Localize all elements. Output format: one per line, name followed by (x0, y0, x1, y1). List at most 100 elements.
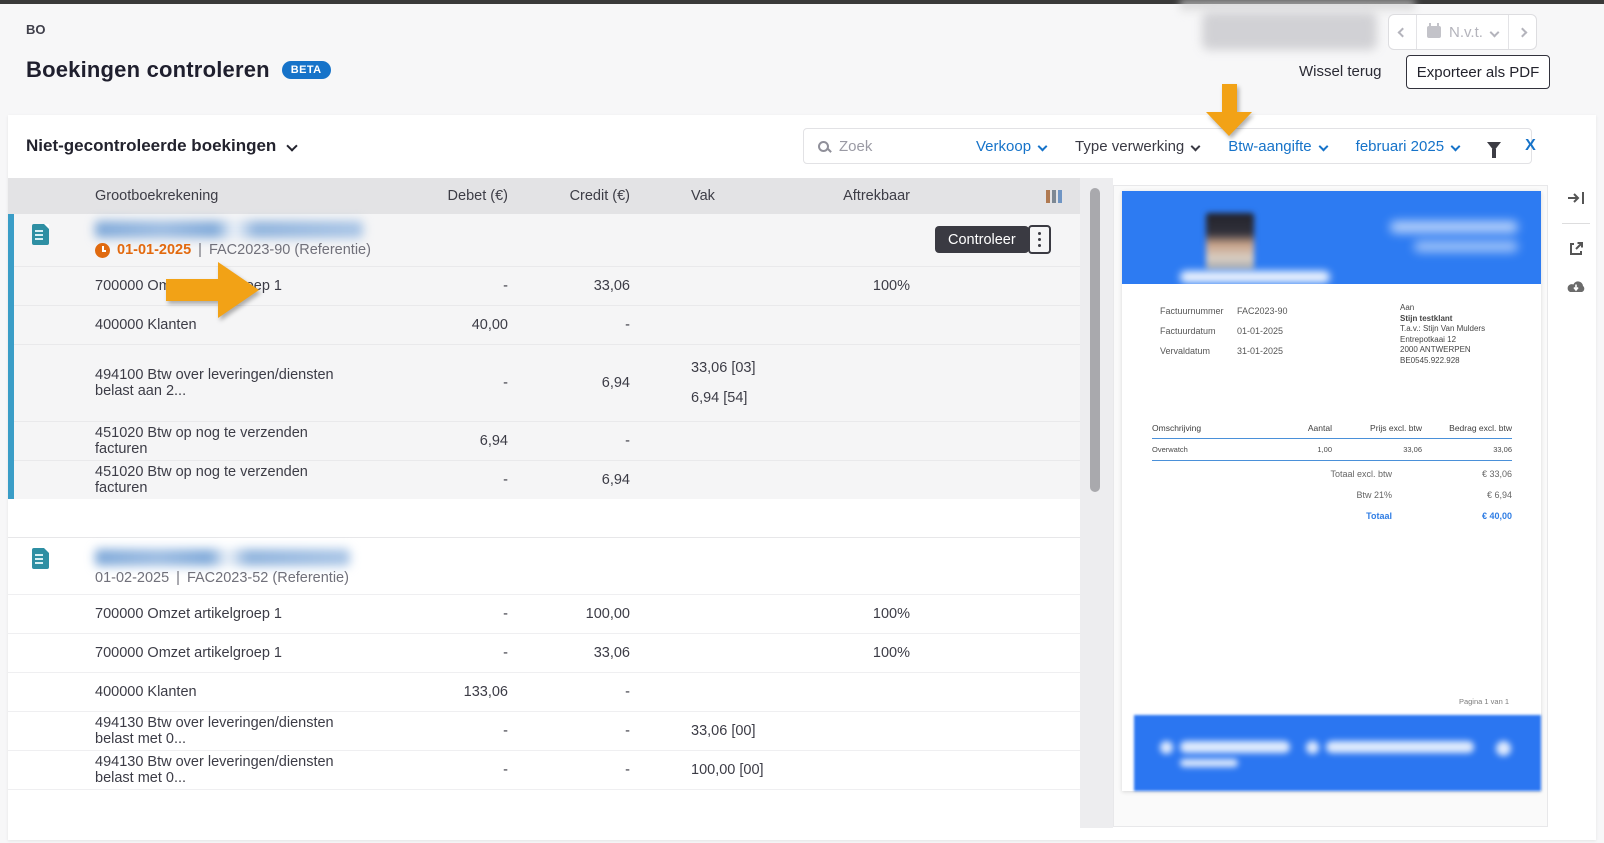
table-row[interactable]: 451020 Btw op nog te verzenden facturen … (8, 421, 1080, 460)
chevron-down-icon (1318, 141, 1329, 151)
account-cell: 700000 Omzet artikelgroep 1 (95, 645, 282, 661)
app-label: BO (26, 22, 46, 37)
debet-cell: - (503, 375, 508, 391)
booking-group-selected: 01-01-2025 | FAC2023-90 (Referentie) Con… (8, 214, 1080, 499)
debet-cell: - (503, 606, 508, 622)
vak-cell: 33,06 [00] (691, 723, 756, 739)
column-header: Debet (€) (447, 188, 508, 204)
collapse-panel-icon[interactable] (1563, 185, 1589, 211)
account-cell: 400000 Klanten (95, 317, 197, 333)
wissel-terug-link[interactable]: Wissel terug (1299, 63, 1382, 80)
debet-cell: 6,94 (479, 433, 508, 449)
vak-cell: 33,06 [03] 6,94 [54] (691, 360, 756, 406)
table-row[interactable]: 494100 Btw over leveringen/diensten bela… (8, 344, 1080, 421)
column-header: Aftrekbaar (843, 188, 910, 204)
credit-cell: - (625, 723, 630, 739)
invoice-document-icon (32, 224, 49, 245)
filter-icon[interactable] (1487, 141, 1502, 158)
period-navigator: N.v.t. (1388, 14, 1537, 50)
booking-group-header[interactable]: 01-02-2025 | FAC2023-52 (Referentie) (8, 538, 1080, 594)
filter-chip-label: februari 2025 (1355, 137, 1445, 155)
redacted-footer-text (1326, 741, 1474, 753)
redacted-footer-icon (1160, 741, 1173, 754)
selection-accent-bar (8, 214, 14, 499)
view-dropdown-label: Niet-gecontroleerde boekingen (26, 136, 277, 155)
invoice-items-table: Omschrijving Aantal Prijs excl. btw Bedr… (1152, 423, 1512, 461)
previous-period-button[interactable] (1389, 15, 1416, 49)
table-row[interactable]: 400000 Klanten 40,00 - (8, 305, 1080, 344)
table-row[interactable]: 451020 Btw op nog te verzenden facturen … (8, 460, 1080, 499)
redacted-booking-link[interactable] (95, 221, 363, 238)
filter-chip-type-verwerking[interactable]: Type verwerking (1075, 137, 1201, 155)
view-dropdown[interactable]: Niet-gecontroleerde boekingen (26, 136, 298, 156)
chevron-down-icon (1037, 141, 1048, 151)
redacted-footer-text (1180, 741, 1290, 753)
redacted-footer-icon (1306, 741, 1319, 754)
annotation-arrow-down (1206, 84, 1252, 136)
invoice-details: Factuurnummer FAC2023-90 Factuurdatum 01-0… (1160, 306, 1288, 356)
filter-chip-label: Verkoop (976, 137, 1032, 155)
table-row[interactable]: 400000 Klanten 133,06 - (8, 672, 1080, 711)
calendar-icon (1427, 23, 1442, 38)
meta-separator: | (176, 570, 180, 586)
next-period-button[interactable] (1508, 15, 1536, 49)
table-row[interactable]: 700000 Omzet artikelgroep 1 - 33,06 100% (8, 633, 1080, 672)
invoice-page: Factuurnummer FAC2023-90 Factuurdatum 01-0… (1122, 191, 1541, 791)
clock-overdue-icon (95, 242, 110, 258)
export-pdf-button[interactable]: Exporteer als PDF (1406, 55, 1550, 89)
main-card: Niet-gecontroleerde boekingen Verkoop Ty… (8, 115, 1596, 840)
credit-cell: - (625, 684, 630, 700)
booking-meta: 01-02-2025 | FAC2023-52 (Referentie) (95, 570, 349, 586)
debet-cell: 133,06 (463, 684, 508, 700)
aftrekbaar-cell: 100% (872, 278, 910, 294)
credit-cell: 6,94 (601, 472, 630, 488)
booking-reference: FAC2023-90 (Referentie) (208, 242, 371, 258)
credit-cell: 6,94 (601, 375, 630, 391)
document-preview-panel: Factuurnummer FAC2023-90 Factuurdatum 01-0… (1113, 185, 1548, 827)
open-external-icon[interactable] (1563, 236, 1589, 262)
clear-filters-icon[interactable]: X (1525, 137, 1536, 154)
toolbar-divider (1562, 223, 1590, 224)
booking-date: 01-01-2025 (117, 242, 192, 258)
invoice-footer-band (1134, 715, 1541, 791)
page-title-row: Boekingen controleren BETA (26, 57, 331, 83)
credit-cell: - (625, 317, 630, 333)
invoice-page-number: Pagina 1 van 1 (1458, 697, 1509, 706)
debet-cell: - (503, 645, 508, 661)
period-dropdown[interactable]: N.v.t. (1416, 15, 1508, 49)
aftrekbaar-cell: 100% (872, 606, 910, 622)
credit-cell: 33,06 (593, 278, 630, 294)
chevron-down-icon (1450, 141, 1461, 151)
table-row[interactable]: 494130 Btw over leveringen/diensten bela… (8, 711, 1080, 750)
booking-group-header[interactable]: 01-01-2025 | FAC2023-90 (Referentie) Con… (8, 214, 1080, 266)
account-cell: 451020 Btw op nog te verzenden facturen (95, 464, 308, 496)
redacted-account-dropdown[interactable] (1202, 12, 1377, 50)
controleer-button[interactable]: Controleer (935, 226, 1029, 253)
filter-chip-periode[interactable]: februari 2025 (1355, 137, 1461, 155)
redacted-header-text (1414, 241, 1518, 252)
columns-icon[interactable] (1046, 190, 1062, 203)
preview-toolbar (1556, 185, 1596, 300)
table-row[interactable]: 700000 Omzet artikelgroep 1 - 100,00 100… (8, 594, 1080, 633)
debet-cell: - (503, 472, 508, 488)
filter-chip-label: Type verwerking (1075, 137, 1185, 155)
table-row[interactable]: 494130 Btw over leveringen/diensten bela… (8, 750, 1080, 789)
booking-date: 01-02-2025 (95, 570, 170, 586)
vak-cell: 100,00 [00] (691, 762, 764, 778)
credit-cell: 100,00 (585, 606, 630, 622)
filter-chip-btw-aangifte[interactable]: Btw-aangifte (1228, 138, 1329, 155)
vertical-scrollbar[interactable] (1090, 188, 1100, 492)
filter-chip-verkoop[interactable]: Verkoop (976, 137, 1048, 155)
download-icon[interactable] (1563, 274, 1589, 300)
chevron-down-icon (1489, 27, 1500, 37)
group-spacer (8, 499, 1080, 537)
redacted-booking-link[interactable] (95, 549, 350, 566)
account-cell: 494130 Btw over leveringen/diensten bela… (95, 754, 334, 786)
account-cell: 700000 Omzet artikelgroep 1 (95, 606, 282, 622)
search-input[interactable] (839, 137, 947, 155)
kebab-menu-icon[interactable] (1028, 225, 1051, 254)
credit-cell: - (625, 762, 630, 778)
meta-separator: | (198, 242, 202, 258)
search-icon (818, 140, 829, 152)
